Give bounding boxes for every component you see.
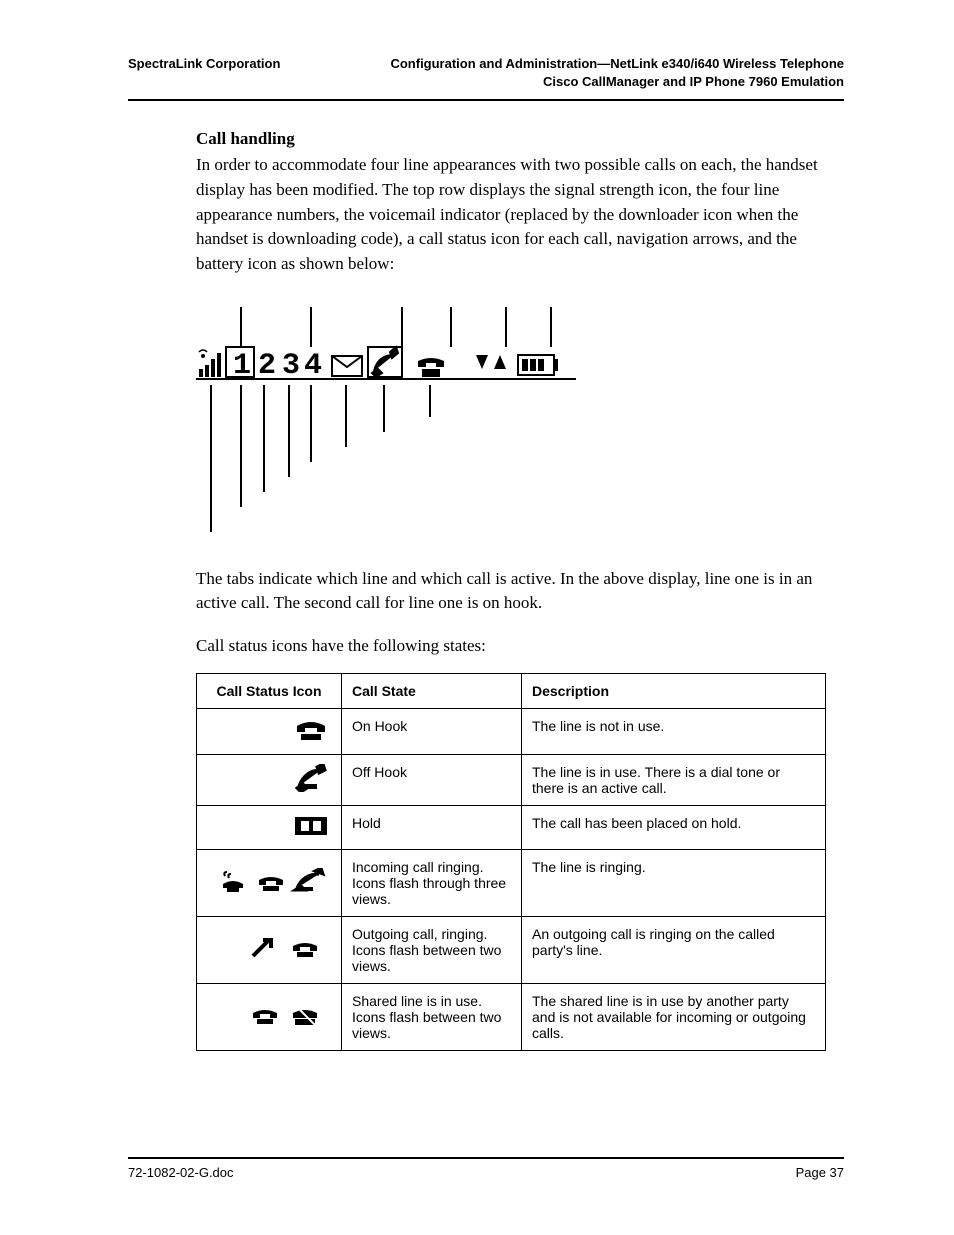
footer-left: 72-1082-02-G.doc	[128, 1165, 234, 1180]
cell-desc: The shared line is in use by another par…	[522, 983, 826, 1050]
lcd-diagram: 1 2 3 4	[196, 297, 596, 537]
footer-right: Page 37	[796, 1165, 844, 1180]
on-hook-icon	[197, 708, 342, 754]
header-right-line1: Configuration and Administration—NetLink…	[390, 55, 844, 73]
paragraph-2: The tabs indicate which line and which c…	[196, 567, 836, 616]
cell-state: Incoming call ringing. Icons flash throu…	[342, 849, 522, 916]
call-status-table: Call Status Icon Call State Description …	[196, 673, 826, 1051]
col-header-state: Call State	[342, 673, 522, 708]
table-row: Off Hook The line is in use. There is a …	[197, 754, 826, 805]
cell-desc: The line is in use. There is a dial tone…	[522, 754, 826, 805]
svg-text:2: 2	[258, 349, 276, 383]
cell-desc: The call has been placed on hold.	[522, 805, 826, 849]
svg-text:3: 3	[282, 349, 300, 383]
cell-desc: An outgoing call is ringing on the calle…	[522, 916, 826, 983]
lcd-svg: 1 2 3 4	[196, 297, 596, 537]
cell-state: Hold	[342, 805, 522, 849]
cell-state: On Hook	[342, 708, 522, 754]
page-header: SpectraLink Corporation Configuration an…	[128, 55, 844, 101]
table-row: Outgoing call, ringing. Icons flash betw…	[197, 916, 826, 983]
table-row: Incoming call ringing. Icons flash throu…	[197, 849, 826, 916]
cell-desc: The line is ringing.	[522, 849, 826, 916]
table-header-row: Call Status Icon Call State Description	[197, 673, 826, 708]
page-content: Call handling In order to accommodate fo…	[196, 129, 836, 1050]
svg-text:4: 4	[304, 349, 322, 383]
header-right-line2: Cisco CallManager and IP Phone 7960 Emul…	[390, 73, 844, 91]
table-row: Shared line is in use. Icons flash betwe…	[197, 983, 826, 1050]
outgoing-ringing-icon	[197, 916, 342, 983]
svg-text:1: 1	[233, 349, 251, 383]
shared-line-icon	[197, 983, 342, 1050]
hold-icon	[197, 805, 342, 849]
off-hook-icon	[197, 754, 342, 805]
paragraph-1: In order to accommodate four line appear…	[196, 153, 836, 276]
col-header-desc: Description	[522, 673, 826, 708]
cell-desc: The line is not in use.	[522, 708, 826, 754]
table-row: On Hook The line is not in use.	[197, 708, 826, 754]
table-row: Hold The call has been placed on hold.	[197, 805, 826, 849]
header-right: Configuration and Administration—NetLink…	[390, 55, 844, 91]
paragraph-3: Call status icons have the following sta…	[196, 634, 836, 659]
col-header-icon: Call Status Icon	[197, 673, 342, 708]
incoming-ringing-icon	[197, 849, 342, 916]
cell-state: Outgoing call, ringing. Icons flash betw…	[342, 916, 522, 983]
cell-state: Off Hook	[342, 754, 522, 805]
header-left: SpectraLink Corporation	[128, 55, 280, 91]
cell-state: Shared line is in use. Icons flash betwe…	[342, 983, 522, 1050]
page-footer: 72-1082-02-G.doc Page 37	[128, 1157, 844, 1180]
section-title: Call handling	[196, 129, 836, 149]
